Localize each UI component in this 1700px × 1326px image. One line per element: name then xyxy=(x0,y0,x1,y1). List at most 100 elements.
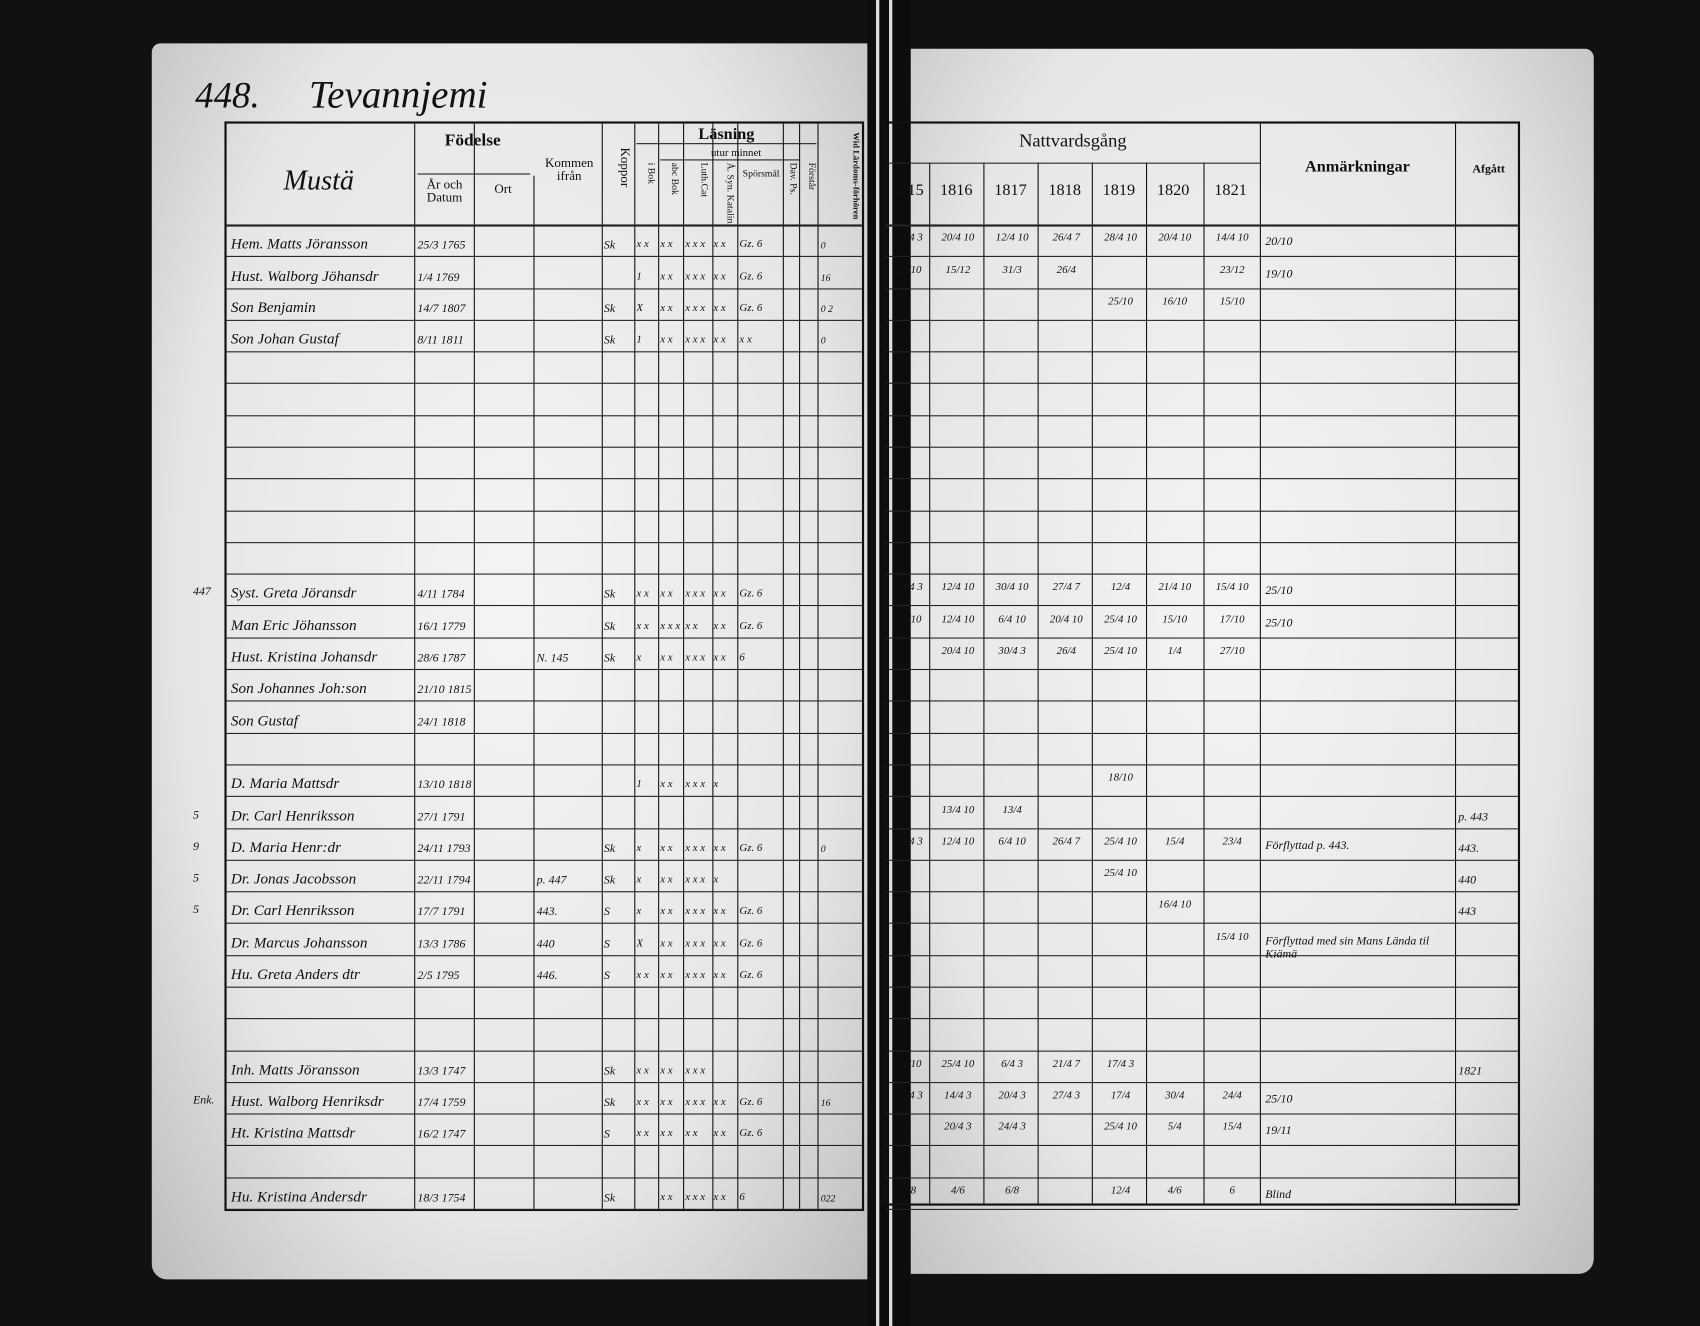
column-divider xyxy=(533,175,535,1209)
row-line xyxy=(226,637,862,639)
communion-mark: 16/4 10 xyxy=(1158,900,1192,911)
row-line xyxy=(226,478,862,480)
communion-mark: 12/4 xyxy=(1110,582,1131,593)
header-syn: Å. Syn. Katalin xyxy=(725,162,737,224)
communion-mark: 12/4 10 xyxy=(941,582,975,593)
row-line xyxy=(885,605,1518,607)
entry-bok: x xyxy=(636,842,642,855)
entry-lard: 022 xyxy=(820,1192,836,1204)
entry-date: 2/5 1795 xyxy=(417,969,460,983)
entry-lard: 16 xyxy=(820,271,831,283)
remark: 19/11 xyxy=(1265,1124,1292,1138)
entry-bok: x x xyxy=(636,588,649,601)
entry-date: 13/3 1786 xyxy=(417,937,466,951)
entry-koppor: Sk xyxy=(603,238,616,252)
entry-cat: x x x xyxy=(685,302,706,315)
entry-koppor: Sk xyxy=(603,651,616,665)
communion-mark: 13/4 10 xyxy=(941,805,975,815)
entry-cat: x x x xyxy=(685,334,706,347)
column-divider xyxy=(683,123,685,1209)
row-line xyxy=(226,669,862,671)
entry-name: Dr. Marcus Johansson xyxy=(230,936,368,952)
row-line xyxy=(885,923,1518,925)
row-line xyxy=(226,1050,862,1052)
communion-mark: 27/4 3 xyxy=(1052,1090,1081,1101)
row-line xyxy=(226,923,862,925)
row-line xyxy=(226,256,862,258)
communion-mark: 25/4 10 xyxy=(941,1059,975,1069)
entry-date: 22/11 1794 xyxy=(417,873,471,887)
entry-date: 17/4 1759 xyxy=(417,1096,466,1110)
row-line xyxy=(885,256,1518,258)
row-line xyxy=(226,827,862,829)
header-divider xyxy=(226,224,862,227)
communion-mark: 21/10 xyxy=(896,1059,922,1069)
entry-sp: Gz. 6 xyxy=(739,238,763,251)
entry-name: Ht. Kristina Mattsdr xyxy=(230,1126,356,1143)
communion-mark: 25/4 10 xyxy=(1104,1122,1137,1133)
communion-mark: 12/4 xyxy=(1110,1186,1131,1196)
communion-mark: 18/10 xyxy=(896,614,922,625)
communion-mark: 6/8 xyxy=(1005,1186,1020,1196)
entry-koppor: S xyxy=(603,969,610,983)
margin-note: Enk. xyxy=(192,1094,215,1108)
row-line xyxy=(885,541,1518,544)
communion-mark: 20/4 3 xyxy=(944,1122,972,1133)
entry-abc: x x xyxy=(660,270,673,283)
header-forhor: Förstår xyxy=(806,162,818,191)
entry-sp: x x xyxy=(739,334,752,347)
margin-note: 5 xyxy=(192,871,199,885)
communion-mark: 27/4 7 xyxy=(1052,582,1081,593)
entry-cat: x x x xyxy=(685,873,706,886)
entry-date: 24/11 1793 xyxy=(417,842,471,856)
margin-note: 447 xyxy=(192,585,211,599)
row-line xyxy=(226,1081,862,1083)
remark: Blind xyxy=(1265,1188,1292,1202)
header-birth: Födelse xyxy=(444,131,501,150)
communion-mark: 26/4 xyxy=(1056,265,1076,275)
entry-cat: x x x xyxy=(685,1064,706,1077)
entry-sp: 6 xyxy=(739,651,745,664)
entry-abc: x x xyxy=(660,238,673,251)
header-from: Kommen ifrån xyxy=(544,155,594,184)
entry-date: 8/11 1811 xyxy=(417,334,464,348)
book-spine xyxy=(867,0,911,1326)
entry-syn: x x xyxy=(713,270,726,283)
entry-name: Hust. Walborg Henriksdr xyxy=(230,1095,384,1111)
entry-name: Son Johannes Joh:son xyxy=(230,682,367,698)
communion-mark: 25/10 xyxy=(1108,296,1133,307)
entry-cat: x x x xyxy=(685,905,706,918)
entry-syn: x xyxy=(713,873,719,886)
entry-date: 16/1 1779 xyxy=(417,619,466,633)
entry-abc: x x xyxy=(660,1064,673,1077)
entry-date: 16/2 1747 xyxy=(417,1128,466,1142)
column-divider xyxy=(817,123,819,1209)
row-line xyxy=(885,1145,1518,1147)
entry-cat: x x x xyxy=(685,651,706,664)
row-line xyxy=(226,986,862,988)
communion-mark: 31/3 xyxy=(1002,265,1022,275)
entry-cat: x x x xyxy=(685,1191,706,1204)
entry-name: Dr. Jonas Jacobsson xyxy=(230,872,357,889)
left-page xyxy=(151,43,870,1280)
row-line xyxy=(885,1050,1518,1052)
year-header: 1819 xyxy=(1102,182,1136,200)
entry-syn: x x xyxy=(713,1096,726,1109)
communion-mark: 6/4 3 xyxy=(1001,1059,1024,1069)
row-line xyxy=(226,1177,862,1179)
entry-name: Hu. Greta Anders dtr xyxy=(230,968,360,984)
communion-mark: 15/4 xyxy=(1222,1122,1242,1133)
communion-mark: 6 xyxy=(1229,1186,1235,1196)
row-line xyxy=(226,891,862,893)
entry-abc: x x xyxy=(660,1191,673,1204)
entry-date: 14/7 1807 xyxy=(417,302,466,316)
entry-name: Dr. Carl Henriksson xyxy=(230,904,355,920)
departed-note: 443. xyxy=(1458,842,1480,856)
entry-date: 28/6 1787 xyxy=(417,651,466,665)
communion-mark: 14/4 3 xyxy=(944,1090,972,1101)
remark: Förflyttad p. 443. xyxy=(1265,838,1350,852)
entry-koppor: Sk xyxy=(603,334,616,348)
communion-mark: 14/4 10 xyxy=(1215,233,1249,244)
entry-date: 27/1 1791 xyxy=(417,810,466,824)
